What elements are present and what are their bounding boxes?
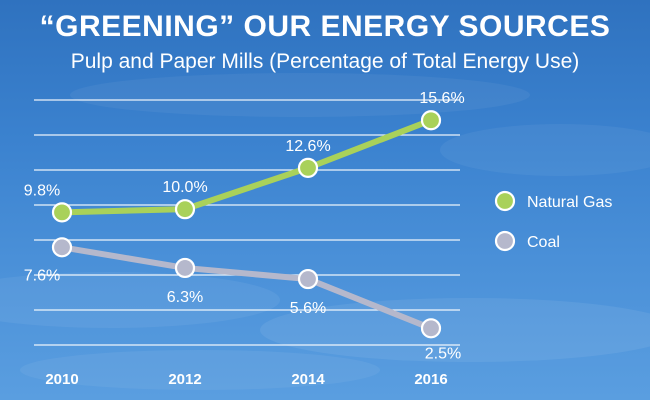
data-labels: 9.8% 10.0% 12.6% 15.6% 7.6% 6.3% 5.6% 2.5% bbox=[24, 90, 465, 362]
data-label: 7.6% bbox=[24, 267, 60, 284]
legend: Natural Gas Coal bbox=[494, 190, 612, 252]
data-label: 10.0% bbox=[162, 179, 207, 196]
legend-marker bbox=[494, 230, 516, 252]
x-tick-label: 2010 bbox=[45, 371, 78, 388]
data-point bbox=[174, 199, 196, 220]
x-axis-ticks: 2010 2012 2014 2016 bbox=[45, 371, 447, 388]
data-label: 5.6% bbox=[290, 300, 326, 317]
chart-title: “GREENING” OUR ENERGY SOURCES bbox=[39, 10, 611, 43]
x-tick-label: 2014 bbox=[291, 371, 325, 388]
data-label: 2.5% bbox=[425, 345, 461, 362]
x-tick-label: 2012 bbox=[168, 371, 201, 388]
data-point bbox=[297, 268, 319, 290]
x-tick-label: 2016 bbox=[414, 371, 447, 388]
data-point bbox=[420, 318, 442, 339]
data-point bbox=[51, 237, 73, 258]
legend-label: Natural Gas bbox=[527, 194, 612, 211]
series-line-coal bbox=[59, 244, 434, 332]
data-label: 9.8% bbox=[24, 182, 60, 199]
data-label: 15.6% bbox=[419, 90, 464, 107]
legend-marker bbox=[494, 190, 516, 212]
series-line-natural-gas bbox=[59, 117, 434, 216]
data-point bbox=[297, 157, 319, 178]
data-label: 12.6% bbox=[285, 138, 330, 155]
series-points bbox=[51, 110, 442, 339]
legend-label: Coal bbox=[527, 234, 560, 251]
data-point bbox=[420, 110, 442, 131]
data-point bbox=[51, 202, 73, 223]
data-label: 6.3% bbox=[167, 289, 203, 306]
data-point bbox=[174, 257, 196, 279]
series-lines bbox=[59, 117, 434, 332]
chart-subtitle: Pulp and Paper Mills (Percentage of Tota… bbox=[70, 50, 580, 73]
